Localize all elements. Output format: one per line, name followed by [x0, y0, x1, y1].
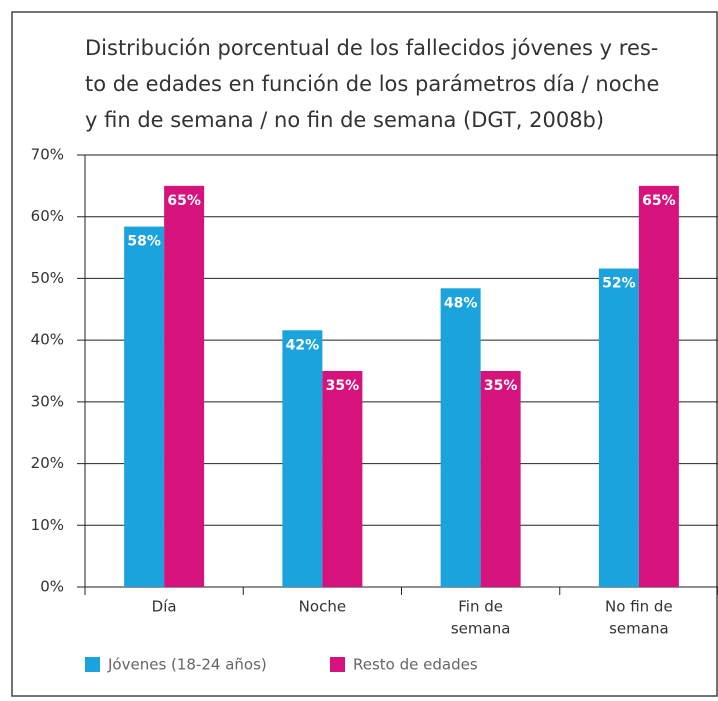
bar: [282, 330, 323, 587]
x-tick-label: No fin de: [605, 598, 673, 616]
data-label: 58%: [127, 234, 161, 250]
y-tick-label: 70%: [31, 146, 64, 164]
chart-title: Distribución porcentual de los fallecido…: [85, 36, 658, 60]
bar: [322, 371, 363, 587]
legend-label: Resto de edades: [353, 656, 478, 674]
data-label: 65%: [167, 193, 201, 209]
legend-swatch: [85, 657, 100, 672]
bar: [124, 226, 165, 588]
x-tick-label: Fin de: [458, 598, 503, 616]
y-tick-label: 0%: [40, 578, 64, 596]
data-label: 35%: [326, 378, 360, 394]
data-label: 65%: [642, 193, 676, 209]
y-tick-label: 30%: [31, 392, 64, 410]
bar: [440, 288, 481, 587]
data-label: 35%: [484, 378, 518, 394]
x-tick-label: semana: [609, 620, 669, 638]
y-tick-label: 40%: [31, 331, 64, 349]
bar: [480, 371, 521, 587]
data-label: 42%: [286, 337, 320, 353]
x-tick-label: Día: [152, 598, 177, 616]
bar: [638, 185, 679, 587]
data-label: 48%: [444, 295, 478, 311]
data-label: 52%: [602, 276, 636, 292]
y-tick-label: 10%: [31, 516, 64, 534]
bar: [598, 268, 639, 587]
chart-title: y fin de semana / no fin de semana (DGT,…: [85, 108, 604, 132]
legend-swatch: [330, 657, 345, 672]
y-tick-label: 20%: [31, 454, 64, 472]
chart-title: to de edades en función de los parámetro…: [85, 72, 659, 96]
y-tick-label: 60%: [31, 207, 64, 225]
bar: [164, 185, 205, 587]
x-tick-label: Noche: [299, 598, 346, 616]
y-tick-label: 50%: [31, 269, 64, 287]
x-tick-label: semana: [451, 620, 511, 638]
frame: [11, 11, 718, 697]
legend-label: Jóvenes (18-24 años): [107, 656, 267, 674]
